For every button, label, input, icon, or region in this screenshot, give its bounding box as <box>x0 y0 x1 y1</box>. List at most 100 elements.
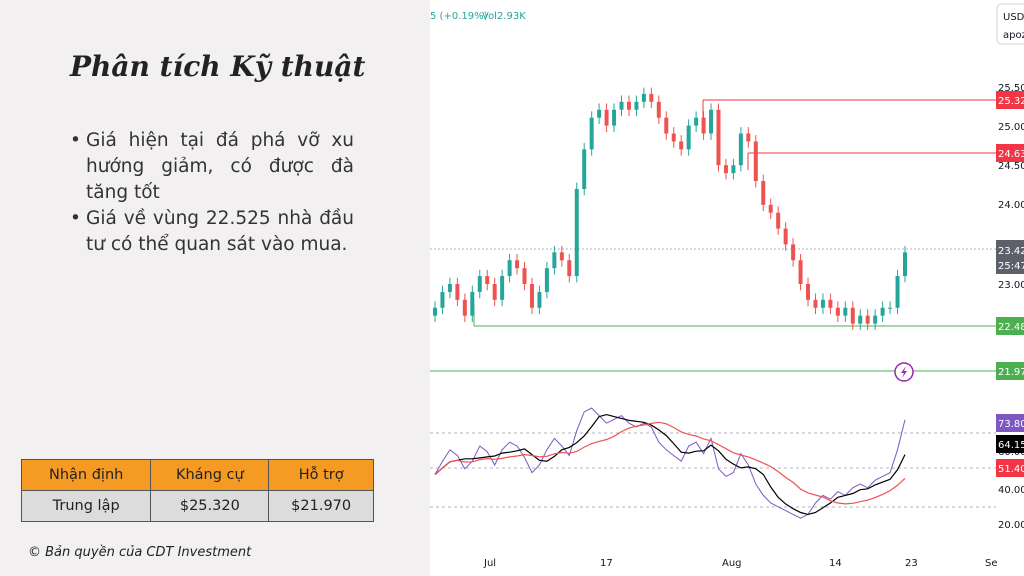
candle-body <box>835 307 840 316</box>
badge-text: 73.80 <box>998 419 1024 430</box>
candle-body <box>813 299 818 308</box>
summary-table: Nhận định Kháng cự Hỗ trợ Trung lập $25.… <box>20 459 374 522</box>
badge-text: 21.97 <box>998 367 1024 378</box>
candle-body <box>485 276 490 284</box>
candle-body <box>567 260 572 277</box>
candlestick-series <box>433 87 907 330</box>
badge-resistance-24-63 <box>996 144 1024 162</box>
candle-body <box>462 299 467 316</box>
candle-body <box>694 117 699 126</box>
table-header-row: Nhận định Kháng cự Hỗ trợ <box>20 459 374 491</box>
candle-body <box>440 291 445 308</box>
candle-body <box>858 315 863 324</box>
candle-body <box>559 252 564 261</box>
badge-rsi-ma <box>996 435 1024 453</box>
candle-body <box>850 307 855 324</box>
currency-box[interactable] <box>996 3 1024 45</box>
x-tick: 23 <box>905 558 918 569</box>
candle-body <box>656 101 661 118</box>
badge-text: 64.15 <box>998 440 1024 451</box>
candle-body <box>664 117 669 134</box>
price-chart[interactable]: 5 (+0.19%) Vol2.93K USD apoz 25.50 25.00… <box>430 0 1024 576</box>
candle-body <box>716 109 721 166</box>
candle-body <box>619 101 624 110</box>
price-change-text: 5 (+0.19%) <box>430 11 488 22</box>
candle-body <box>507 260 512 277</box>
cell-assessment: Trung lập <box>20 490 152 522</box>
x-tick: 14 <box>829 558 842 569</box>
candle-body <box>679 141 684 150</box>
badge-support-22-48 <box>996 317 1024 335</box>
badge-rsi-ma-slow <box>996 459 1024 477</box>
candle-body <box>552 252 557 269</box>
copyright-notice: © Bản quyền của CDT Investment <box>28 545 252 560</box>
currency-sub-label: apoz <box>1003 30 1024 41</box>
candle-body <box>597 109 602 118</box>
x-tick: Aug <box>722 558 742 569</box>
candle-body <box>791 244 796 261</box>
bullet-item: Giá về vùng 22.525 nhà đầu tư có thể qua… <box>70 206 354 258</box>
candle-body <box>686 125 691 150</box>
badge-text: 25.32 <box>998 96 1024 107</box>
rsi-tick: 40.00 <box>998 485 1024 496</box>
candle-body <box>544 268 549 292</box>
badge-text: 23.42 <box>998 246 1024 257</box>
candle-body <box>723 165 728 174</box>
badge-text: 22.48 <box>998 322 1024 333</box>
candle-body <box>888 307 893 309</box>
candle-body <box>522 268 527 284</box>
header-assessment: Nhận định <box>20 459 152 491</box>
candle-body <box>776 212 781 229</box>
cell-support: $21.970 <box>268 490 374 522</box>
candle-body <box>738 133 743 166</box>
header-resistance: Kháng cự <box>150 459 270 491</box>
candle-body <box>433 307 437 316</box>
candle-body <box>671 133 676 142</box>
volume-text: Vol2.93K <box>482 11 526 22</box>
candle-body <box>612 109 617 126</box>
slide-left-panel: Phân tích Kỹ thuật Giá hiện tại đá phá v… <box>0 0 430 576</box>
candle-body <box>903 252 907 277</box>
candle-body <box>843 307 848 316</box>
candle-body <box>746 133 751 142</box>
badge-support-21-97 <box>996 362 1024 380</box>
candle-body <box>582 149 587 189</box>
price-tick: 25.50 <box>998 83 1024 94</box>
price-tick: 24.50 <box>998 161 1024 172</box>
rsi-ma-line <box>434 413 906 516</box>
candle-body <box>634 101 639 110</box>
x-tick: Se <box>985 558 998 569</box>
badge-text: 51.40 <box>998 464 1024 475</box>
candle-body <box>455 284 460 300</box>
chart-canvas[interactable]: 5 (+0.19%) Vol2.93K USD apoz 25.50 25.00… <box>430 0 1024 576</box>
candle-body <box>761 181 766 205</box>
candle-body <box>731 165 736 174</box>
rsi-line <box>434 407 906 519</box>
badge-resistance-25-32 <box>996 91 1024 109</box>
price-tick: 25.00 <box>998 122 1024 133</box>
candle-body <box>798 260 803 284</box>
candle-body <box>880 307 885 316</box>
candle-body <box>492 284 497 300</box>
candle-body <box>783 228 788 245</box>
header-support: Hỗ trợ <box>268 459 374 491</box>
rsi-series <box>434 407 906 519</box>
candle-body <box>649 93 654 102</box>
candle-body <box>477 276 482 292</box>
candle-body <box>828 299 833 308</box>
candle-body <box>753 141 758 182</box>
table-row: Trung lập $25.320 $21.970 <box>20 490 374 522</box>
candle-body <box>865 315 870 324</box>
candle-body <box>641 93 646 102</box>
candle-body <box>820 299 825 308</box>
currency-label: USD <box>1003 12 1024 23</box>
bullet-item: Giá hiện tại đá phá vỡ xu hướng giảm, có… <box>70 128 354 206</box>
bullet-list: Giá hiện tại đá phá vỡ xu hướng giảm, có… <box>70 128 354 258</box>
candle-body <box>604 109 609 126</box>
candle-body <box>529 284 534 308</box>
candle-body <box>626 101 631 110</box>
price-tick: 23.00 <box>998 280 1024 291</box>
candle-body <box>500 276 505 300</box>
badge-rsi <box>996 414 1024 432</box>
rsi-ma-slow-line <box>434 421 906 505</box>
